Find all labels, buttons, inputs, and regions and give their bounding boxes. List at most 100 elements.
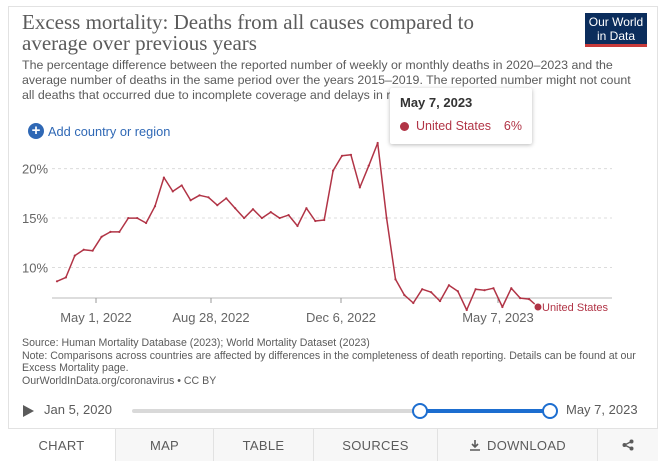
note-line: Note: Comparisons across countries are a… — [22, 349, 636, 375]
data-point — [403, 294, 406, 297]
x-tick-label: Aug 28, 2022 — [172, 310, 249, 325]
tooltip-value: 6% — [503, 119, 522, 133]
data-point — [510, 287, 513, 290]
data-point — [242, 216, 246, 220]
tooltip-series-name: United States — [416, 119, 492, 133]
tooltip-date: May 7, 2023 — [400, 95, 473, 110]
data-point — [109, 230, 112, 233]
data-point — [153, 205, 157, 208]
data-point — [287, 213, 290, 217]
timeline-start-label: Jan 5, 2020 — [44, 402, 112, 417]
data-point — [492, 287, 495, 290]
tab-map[interactable]: MAP — [116, 429, 214, 461]
data-point — [118, 230, 121, 233]
timeline-track[interactable] — [132, 409, 550, 413]
chart-title: Excess mortality: Deaths from all causes… — [22, 10, 474, 55]
data-point — [91, 249, 94, 252]
data-point — [367, 164, 370, 167]
add-country-label: Add country or region — [48, 123, 171, 139]
data-point — [305, 207, 308, 210]
data-point — [198, 194, 201, 197]
tooltip: May 7, 2023 United States 6% — [390, 88, 532, 144]
data-point — [260, 216, 263, 220]
data-point — [189, 199, 192, 202]
data-point — [323, 218, 326, 222]
y-tick-label: 15% — [22, 211, 48, 226]
logo-line-1: Our World — [588, 15, 644, 29]
x-tick-label: May 1, 2022 — [60, 310, 132, 325]
data-point — [136, 216, 139, 220]
data-point — [412, 301, 415, 305]
y-tick-label: 10% — [22, 260, 48, 275]
logo-line-2: in Data — [596, 29, 636, 43]
data-point — [447, 284, 451, 287]
tooltip-series-dot — [400, 121, 409, 131]
data-point — [421, 288, 424, 291]
data-point — [82, 248, 85, 251]
y-tick-label: 20% — [22, 162, 48, 177]
data-point — [225, 197, 228, 200]
add-country-button[interactable]: + Add country or region — [28, 122, 170, 140]
tab-chart[interactable]: CHART — [8, 429, 116, 461]
tooltip-row: United States 6% — [400, 119, 522, 133]
timeline-selected-range — [420, 409, 550, 413]
data-point — [278, 216, 281, 220]
tab-bar: CHART MAP TABLE SOURCES DOWNLOAD — [8, 428, 658, 461]
data-point — [314, 219, 317, 223]
tab-table[interactable]: TABLE — [214, 429, 314, 461]
data-point — [349, 153, 353, 156]
hover-point[interactable] — [533, 302, 543, 312]
data-point — [100, 235, 103, 238]
data-point — [269, 211, 272, 214]
data-point — [234, 207, 237, 210]
plus-circle-icon: + — [28, 123, 44, 139]
play-icon[interactable] — [23, 405, 34, 417]
data-point — [483, 289, 486, 292]
data-point — [519, 297, 522, 300]
data-point — [180, 184, 183, 187]
tab-download-label: DOWNLOAD — [487, 437, 566, 453]
data-point — [162, 176, 165, 179]
data-point — [332, 169, 335, 172]
data-point — [385, 216, 388, 220]
data-point — [340, 154, 344, 157]
data-point — [438, 299, 442, 303]
share-icon — [622, 439, 634, 451]
sources-note: Source: Human Mortality Database (2023);… — [22, 337, 642, 387]
series-end-label: United States — [542, 302, 609, 314]
source-line: Source: Human Mortality Database (2023);… — [22, 337, 370, 349]
data-point — [73, 254, 76, 257]
tab-sources[interactable]: SOURCES — [314, 429, 438, 461]
data-point — [527, 297, 531, 301]
data-point — [474, 288, 477, 291]
data-point — [171, 190, 174, 193]
data-point — [465, 308, 468, 312]
data-point — [430, 291, 433, 294]
data-point — [144, 221, 148, 225]
data-point — [55, 280, 59, 283]
x-tick-label: Dec 6, 2022 — [306, 310, 376, 325]
data-point — [207, 196, 210, 199]
timeline-end-handle[interactable] — [542, 403, 558, 419]
data-point — [501, 305, 504, 309]
chart-subtitle: The percentage difference between the re… — [22, 58, 631, 102]
timeline-end-label: May 7, 2023 — [566, 402, 638, 417]
data-point — [296, 224, 299, 228]
data-point — [394, 278, 397, 281]
data-point — [127, 216, 130, 220]
download-icon — [470, 440, 481, 451]
logo-accent-bar — [585, 44, 647, 47]
x-tick-label: May 7, 2023 — [462, 310, 534, 325]
line-chart[interactable]: 10% 15% 20% May 1, 2022 Aug 28, 2022 Dec 6, 2… — [0, 0, 666, 330]
timeline: Jan 5, 2020 May 7, 2023 — [0, 398, 666, 424]
data-point — [376, 141, 379, 145]
tab-download[interactable]: DOWNLOAD — [438, 429, 598, 461]
share-button[interactable] — [598, 429, 658, 461]
owid-logo[interactable]: Our World in Data — [585, 13, 647, 47]
data-point — [251, 208, 255, 211]
data-point — [358, 186, 361, 189]
data-point — [64, 276, 68, 279]
timeline-start-handle[interactable] — [412, 403, 429, 419]
attribution-line: OurWorldInData.org/coronavirus • CC BY — [22, 374, 217, 387]
data-point — [216, 204, 219, 207]
